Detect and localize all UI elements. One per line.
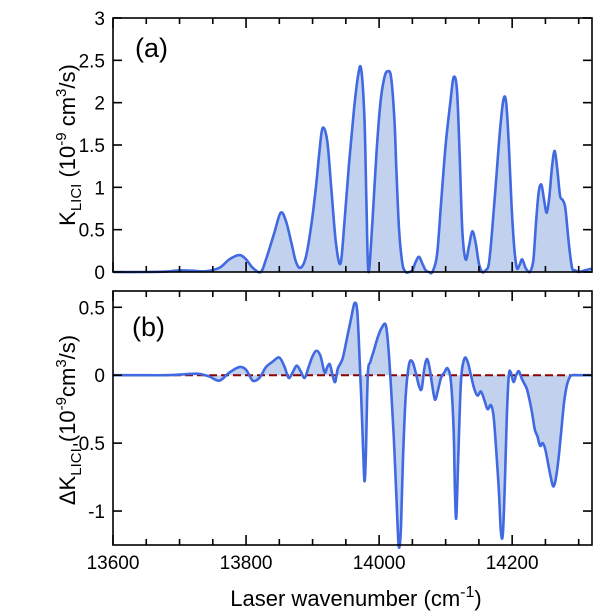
series-line-a [112,64,593,275]
panel-b: 0.5 0 -0.5 -1 13600 13800 14000 14200 (b) ΔKLI… [53,290,593,574]
panel-label-a: (a) [135,33,168,63]
y-ticks-b: 0.5 0 -0.5 -1 [72,298,592,523]
y-tick-label: 3 [94,9,105,30]
x-tick-label: 13800 [220,553,273,574]
x-tick-label: 13600 [87,553,140,574]
series-fill-b [113,302,592,548]
series-fill-a [113,66,592,274]
plot-frame-b [112,290,593,546]
y-tick-label: 0 [94,263,105,284]
series-line-b [113,301,592,550]
x-ticks-b: 13600 13800 14000 14200 [87,291,580,574]
panel-a: 0 0.5 1 1.5 2 2.5 3 (a) KLICI (10-9 cm3/s) [53,9,593,284]
y-axis-title-b: ΔKLICI (10-9cm3/s) [53,335,85,505]
y-tick-label: 2 [94,94,105,115]
panel-label-b: (b) [132,312,165,342]
x-axis-title: Laser wavenumber (cm-1) [230,584,481,611]
y-tick-label: 2.5 [79,51,105,72]
plot-frame-a [112,17,593,273]
y-tick-label: 0 [94,366,105,387]
y-tick-label: 0.5 [79,298,105,319]
y-axis-title-a: KLICI (10-9 cm3/s) [53,64,85,226]
x-tick-label: 14200 [486,553,539,574]
x-tick-label: 14000 [353,553,406,574]
y-tick-label: 1.5 [79,136,105,157]
y-tick-label: 1 [94,178,105,199]
y-tick-label: -1 [88,502,105,523]
y-ticks-a: 0 0.5 1 1.5 2 2.5 3 [79,9,592,284]
y-tick-label: 0.5 [79,221,105,242]
y-tick-label: -0.5 [72,434,105,455]
